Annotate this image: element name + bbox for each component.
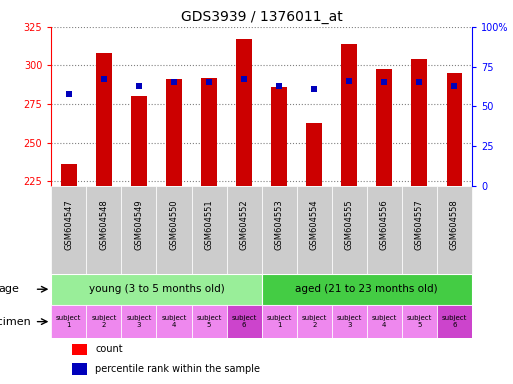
Bar (332, 186, 367, 273)
Bar (122, 305, 156, 338)
Bar (61, 164, 77, 186)
Bar (377, 68, 392, 186)
Text: GSM604551: GSM604551 (205, 199, 213, 250)
Bar (96, 53, 112, 186)
Bar (437, 305, 472, 338)
Bar (402, 305, 437, 338)
Bar (72, 363, 87, 375)
Bar (227, 186, 262, 273)
Bar (437, 186, 472, 273)
Bar (236, 39, 252, 186)
Bar (262, 305, 297, 338)
Text: GSM604548: GSM604548 (100, 199, 108, 250)
Text: subject
5: subject 5 (196, 315, 222, 328)
Text: subject
6: subject 6 (442, 315, 467, 328)
Bar (86, 186, 122, 273)
Bar (201, 78, 217, 186)
Bar (122, 186, 156, 273)
Bar (156, 305, 191, 338)
Text: GSM604554: GSM604554 (310, 199, 319, 250)
Text: young (3 to 5 months old): young (3 to 5 months old) (89, 284, 224, 294)
Bar (297, 186, 332, 273)
Bar (411, 59, 427, 186)
Text: subject
3: subject 3 (126, 315, 152, 328)
Text: GSM604547: GSM604547 (64, 199, 73, 250)
Text: aged (21 to 23 months old): aged (21 to 23 months old) (295, 284, 438, 294)
Text: GSM604549: GSM604549 (134, 199, 144, 250)
Text: subject
2: subject 2 (302, 315, 327, 328)
Bar (402, 186, 437, 273)
Text: subject
3: subject 3 (337, 315, 362, 328)
Text: specimen: specimen (0, 317, 31, 327)
Text: GSM604558: GSM604558 (450, 199, 459, 250)
Text: percentile rank within the sample: percentile rank within the sample (95, 364, 261, 374)
Text: subject
2: subject 2 (91, 315, 116, 328)
Text: subject
1: subject 1 (56, 315, 82, 328)
Bar (262, 186, 297, 273)
Bar (51, 186, 86, 273)
Bar (306, 122, 322, 186)
Bar (227, 305, 262, 338)
Text: subject
6: subject 6 (231, 315, 257, 328)
Text: subject
5: subject 5 (407, 315, 432, 328)
Bar (51, 305, 86, 338)
Bar (156, 186, 191, 273)
Text: subject
4: subject 4 (161, 315, 187, 328)
Text: GSM604550: GSM604550 (169, 199, 179, 250)
Text: GSM604553: GSM604553 (274, 199, 284, 250)
Bar (191, 186, 227, 273)
Text: subject
4: subject 4 (371, 315, 397, 328)
Bar (297, 305, 332, 338)
Bar (341, 44, 357, 186)
Bar (51, 273, 262, 305)
Text: age: age (0, 284, 19, 294)
Title: GDS3939 / 1376011_at: GDS3939 / 1376011_at (181, 10, 343, 25)
Text: GSM604557: GSM604557 (415, 199, 424, 250)
Bar (191, 305, 227, 338)
Text: GSM604555: GSM604555 (345, 199, 354, 250)
Text: GSM604556: GSM604556 (380, 199, 389, 250)
Bar (446, 73, 462, 186)
Bar (271, 87, 287, 186)
Bar (367, 305, 402, 338)
Bar (72, 344, 87, 355)
Bar (86, 305, 122, 338)
Text: GSM604552: GSM604552 (240, 199, 249, 250)
Bar (262, 273, 472, 305)
Bar (166, 79, 182, 186)
Bar (367, 186, 402, 273)
Text: count: count (95, 344, 123, 354)
Text: subject
1: subject 1 (266, 315, 292, 328)
Bar (332, 305, 367, 338)
Bar (131, 96, 147, 186)
